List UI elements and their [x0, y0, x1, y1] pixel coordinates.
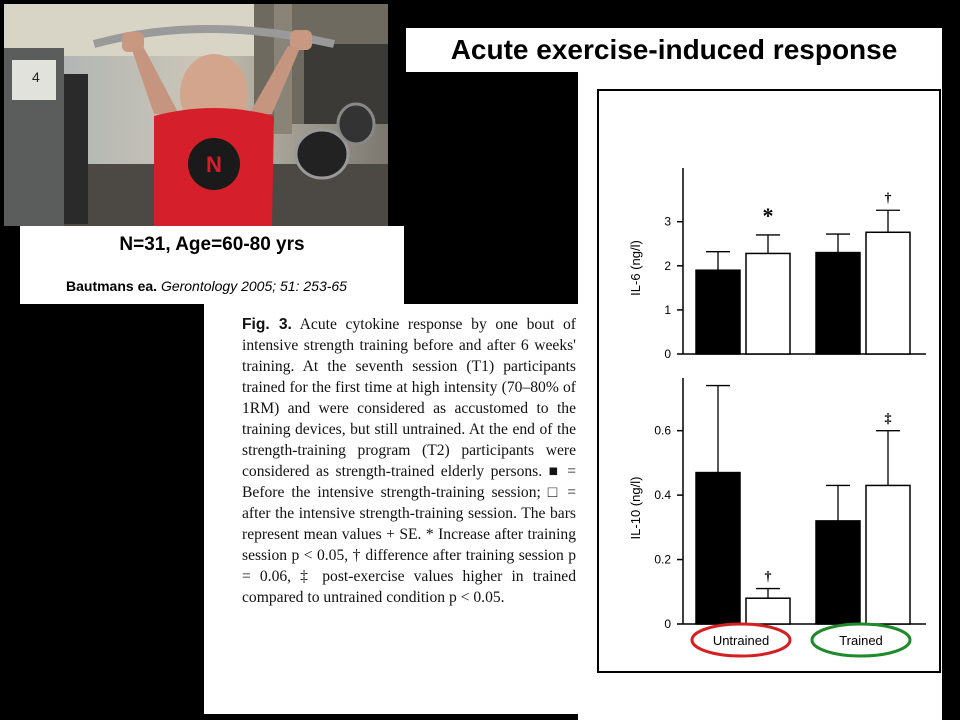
chart-panel: 0 1 2 3 IL-6 (ng/l) * † 0 0.2 0.4 0.6 IL-10 (ng/l) †… [578, 72, 942, 720]
citation-journal: Gerontology 2005; 51: 253-65 [160, 278, 347, 294]
citation-authors: Bautmans ea. [66, 278, 158, 294]
y-axis-label-1: IL-10 (ng/l) [628, 477, 643, 540]
machine-number-label: 4 [32, 69, 40, 85]
gym-photo: 4 N [4, 4, 388, 226]
significance-mark-0-1: † [885, 191, 892, 206]
bar-1-0-1 [745, 597, 791, 625]
category-label-1: Trained [839, 633, 883, 648]
cytokine-bar-charts: 0 1 2 3 IL-6 (ng/l) * † 0 0.2 0.4 0.6 IL-10 (ng/l) †… [597, 89, 941, 673]
citation: Bautmans ea. Gerontology 2005; 51: 253-6… [66, 278, 347, 294]
y-tick-label-0-2: 2 [664, 259, 671, 273]
bar-0-1-0 [815, 251, 861, 355]
bar-0-0-1 [745, 252, 791, 355]
significance-mark-1-1: ‡ [885, 412, 892, 427]
significance-mark-0-0: * [763, 203, 774, 228]
slide-title: Acute exercise-induced response [450, 34, 898, 65]
bar-0-0-0 [695, 269, 741, 355]
caption-figure-number: Fig. 3. [242, 316, 292, 333]
study-info-box: N=31, Age=60-80 yrs Bautmans ea. Geronto… [20, 226, 404, 304]
y-tick-label-1-2: 0.4 [654, 488, 671, 502]
svg-text:N: N [206, 152, 222, 177]
group-ring-0 [690, 622, 792, 658]
y-tick-label-1-0: 0 [664, 617, 671, 631]
category-label-0: Untrained [713, 633, 769, 648]
gym-scene: 4 N [4, 4, 388, 226]
y-tick-label-1-3: 0.6 [654, 424, 671, 438]
group-ring-1 [810, 622, 912, 658]
bar-1-0-0 [695, 471, 741, 625]
y-tick-label-1-1: 0.2 [654, 553, 671, 567]
y-tick-label-0-3: 3 [664, 215, 671, 229]
significance-mark-1-0: † [765, 570, 772, 585]
y-axis-label-0: IL-6 (ng/l) [628, 240, 643, 296]
title-banner: Acute exercise-induced response [406, 28, 942, 72]
figure-caption: Fig. 3. Acute cytokine response by one b… [242, 314, 576, 608]
bar-1-1-0 [815, 520, 861, 625]
y-tick-label-0-1: 1 [664, 303, 671, 317]
bar-1-1-1 [865, 484, 911, 625]
sample-description: N=31, Age=60-80 yrs [119, 234, 305, 255]
figure-frame [597, 89, 941, 673]
caption-text: Acute cytokine response by one bout of i… [242, 316, 576, 606]
bar-0-1-1 [865, 231, 911, 355]
y-tick-label-0-0: 0 [664, 347, 671, 361]
